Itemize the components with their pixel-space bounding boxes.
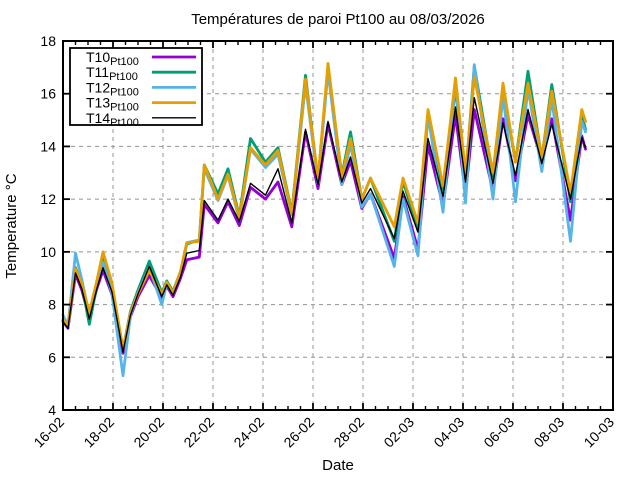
y-axis-label: Temperature °C <box>3 173 20 278</box>
legend-label-T11: T11Pt100 <box>86 64 138 83</box>
x-tick-label: 20-02 <box>130 414 167 451</box>
y-tick-label: 12 <box>40 191 56 207</box>
x-tick-label: 18-02 <box>80 414 117 451</box>
x-axis-label: Date <box>322 457 354 474</box>
x-tick-label: 10-03 <box>580 414 617 451</box>
series-line-T14 <box>62 96 587 353</box>
y-tick-label: 14 <box>40 138 56 154</box>
legend-label-T14: T14Pt100 <box>86 110 139 129</box>
y-tick-label: 8 <box>48 297 56 313</box>
y-tick-label: 16 <box>40 86 56 102</box>
x-tick-label: 22-02 <box>180 414 217 451</box>
legend-label-T12: T12Pt100 <box>86 79 139 98</box>
x-tick-label: 06-03 <box>480 414 517 451</box>
x-tick-label: 02-03 <box>380 414 417 451</box>
y-tick-label: 6 <box>48 349 56 365</box>
x-tick-label: 28-02 <box>330 414 367 451</box>
chart-title: Températures de paroi Pt100 au 08/03/202… <box>191 11 485 28</box>
y-tick-label: 10 <box>40 244 56 260</box>
x-tick-label: 08-03 <box>530 414 567 451</box>
x-tick-label: 16-02 <box>30 414 67 451</box>
y-tick-label: 4 <box>48 402 56 418</box>
legend-label-T10: T10Pt100 <box>86 49 139 68</box>
x-tick-label: 26-02 <box>280 414 317 451</box>
x-tick-label: 24-02 <box>230 414 267 451</box>
y-tick-label: 18 <box>40 33 56 49</box>
legend-label-T13: T13Pt100 <box>86 95 139 114</box>
x-tick-label: 04-03 <box>430 414 467 451</box>
